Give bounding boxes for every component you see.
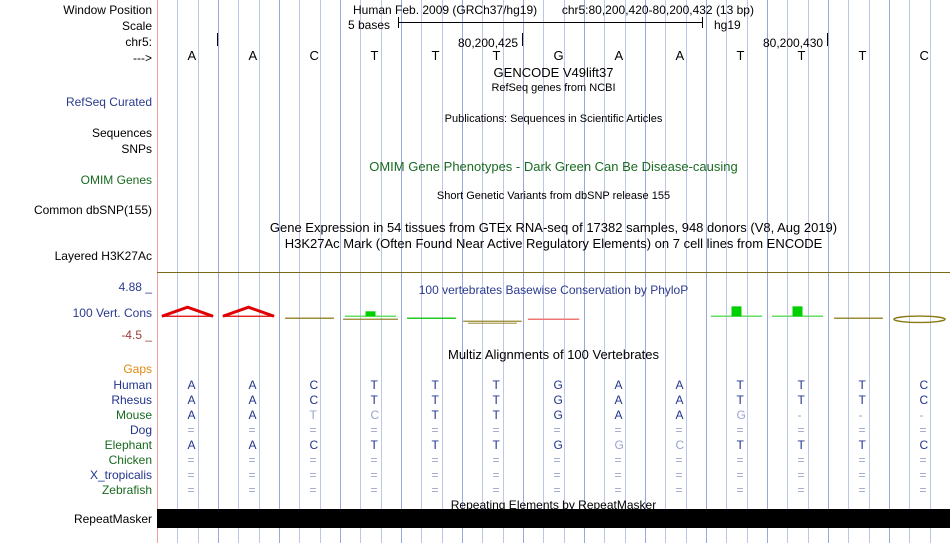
conservation-peak bbox=[161, 305, 214, 318]
track-title-h3k27ac: H3K27Ac Mark (Often Found Near Active Re… bbox=[284, 236, 823, 251]
species-label[interactable]: Rhesus bbox=[111, 393, 152, 407]
conservation-bar bbox=[365, 311, 376, 317]
conservation-min-label: -4.5 _ bbox=[121, 328, 152, 342]
label-layered-h3k27ac[interactable]: Layered H3K27Ac bbox=[54, 249, 152, 263]
label-vert-cons[interactable]: 100 Vert. Cons bbox=[72, 306, 152, 320]
species-label[interactable]: Elephant bbox=[104, 438, 152, 452]
track-title-multiz: Multiz Alignments of 100 Vertebrates bbox=[447, 347, 659, 362]
label-sequences[interactable]: Sequences bbox=[91, 126, 152, 140]
repeatmasker-feature-bar[interactable] bbox=[157, 509, 950, 528]
label-scale: Scale bbox=[121, 19, 152, 33]
left-panel-divider bbox=[157, 0, 158, 543]
phylop-conservation-chart[interactable] bbox=[157, 276, 950, 338]
coord-label-1: 80,200,425 bbox=[458, 36, 519, 50]
label-chrom: chr5: bbox=[125, 35, 152, 49]
scale-assembly: hg19 bbox=[714, 18, 741, 32]
conservation-top-rule bbox=[157, 272, 950, 273]
label-common-dbsnp[interactable]: Common dbSNP(155) bbox=[33, 203, 152, 217]
species-label[interactable]: X_tropicalis bbox=[89, 468, 152, 482]
label-refseq-curated[interactable]: RefSeq Curated bbox=[65, 95, 152, 109]
species-label[interactable]: Mouse bbox=[115, 408, 152, 422]
position-text[interactable]: chr5:80,200,420-80,200,432 (13 bp) bbox=[561, 3, 754, 17]
track-title-gtex: Gene Expression in 54 tissues from GTEx … bbox=[269, 220, 838, 235]
label-omim-genes[interactable]: OMIM Genes bbox=[80, 173, 152, 187]
conservation-peak bbox=[222, 305, 275, 318]
species-label[interactable]: Zebrafish bbox=[101, 483, 152, 497]
track-title-dbsnp: Short Genetic Variants from dbSNP releas… bbox=[436, 190, 671, 202]
ruler-tick bbox=[522, 33, 523, 46]
alignment-row: = = = = = = = = = = = = = bbox=[187, 423, 927, 437]
species-label[interactable]: Chicken bbox=[108, 453, 152, 467]
species-label[interactable]: Human bbox=[113, 378, 152, 392]
alignment-row: = = = = = = = = = = = = = bbox=[187, 483, 927, 497]
track-title-phylop: 100 vertebrates Basewise Conservation by… bbox=[418, 283, 689, 297]
alignment-row: = = = = = = = = = = = = = bbox=[187, 468, 927, 482]
scale-bar bbox=[398, 17, 703, 28]
track-title-repeatmasker: Repeating Elements by RepeatMasker bbox=[450, 498, 657, 512]
label-window-position: Window Position bbox=[63, 3, 152, 17]
track-title-gencode: GENCODE V49lift37 bbox=[493, 65, 614, 80]
conservation-detail bbox=[893, 315, 946, 324]
ruler-tick bbox=[217, 33, 218, 46]
assembly-title: Human Feb. 2009 (GRCh37/hg19) chr5:80,20… bbox=[157, 4, 950, 16]
label-snps[interactable]: SNPs bbox=[121, 142, 152, 156]
track-title-refseq-ncbi: RefSeq genes from NCBI bbox=[491, 82, 616, 94]
assembly-name: Human Feb. 2009 (GRCh37/hg19) bbox=[353, 3, 538, 17]
alignment-row: = = = = = = = = = = = = = bbox=[187, 453, 927, 467]
track-title-publications: Publications: Sequences in Scientific Ar… bbox=[444, 113, 663, 125]
conservation-bar bbox=[792, 306, 803, 317]
label-strand-arrow: ---> bbox=[133, 51, 152, 65]
coord-label-2: 80,200,430 bbox=[763, 36, 824, 50]
species-label[interactable]: Dog bbox=[129, 423, 152, 437]
track-title-omim: OMIM Gene Phenotypes - Dark Green Can Be… bbox=[369, 159, 738, 174]
conservation-bar bbox=[731, 306, 742, 317]
label-repeatmasker[interactable]: RepeatMasker bbox=[73, 512, 152, 526]
label-gaps: Gaps bbox=[123, 362, 152, 376]
phylop-plot bbox=[161, 305, 946, 324]
scale-text: 5 bases bbox=[348, 18, 391, 32]
conservation-max-label: 4.88 _ bbox=[118, 280, 152, 294]
ruler-tick bbox=[827, 33, 828, 46]
